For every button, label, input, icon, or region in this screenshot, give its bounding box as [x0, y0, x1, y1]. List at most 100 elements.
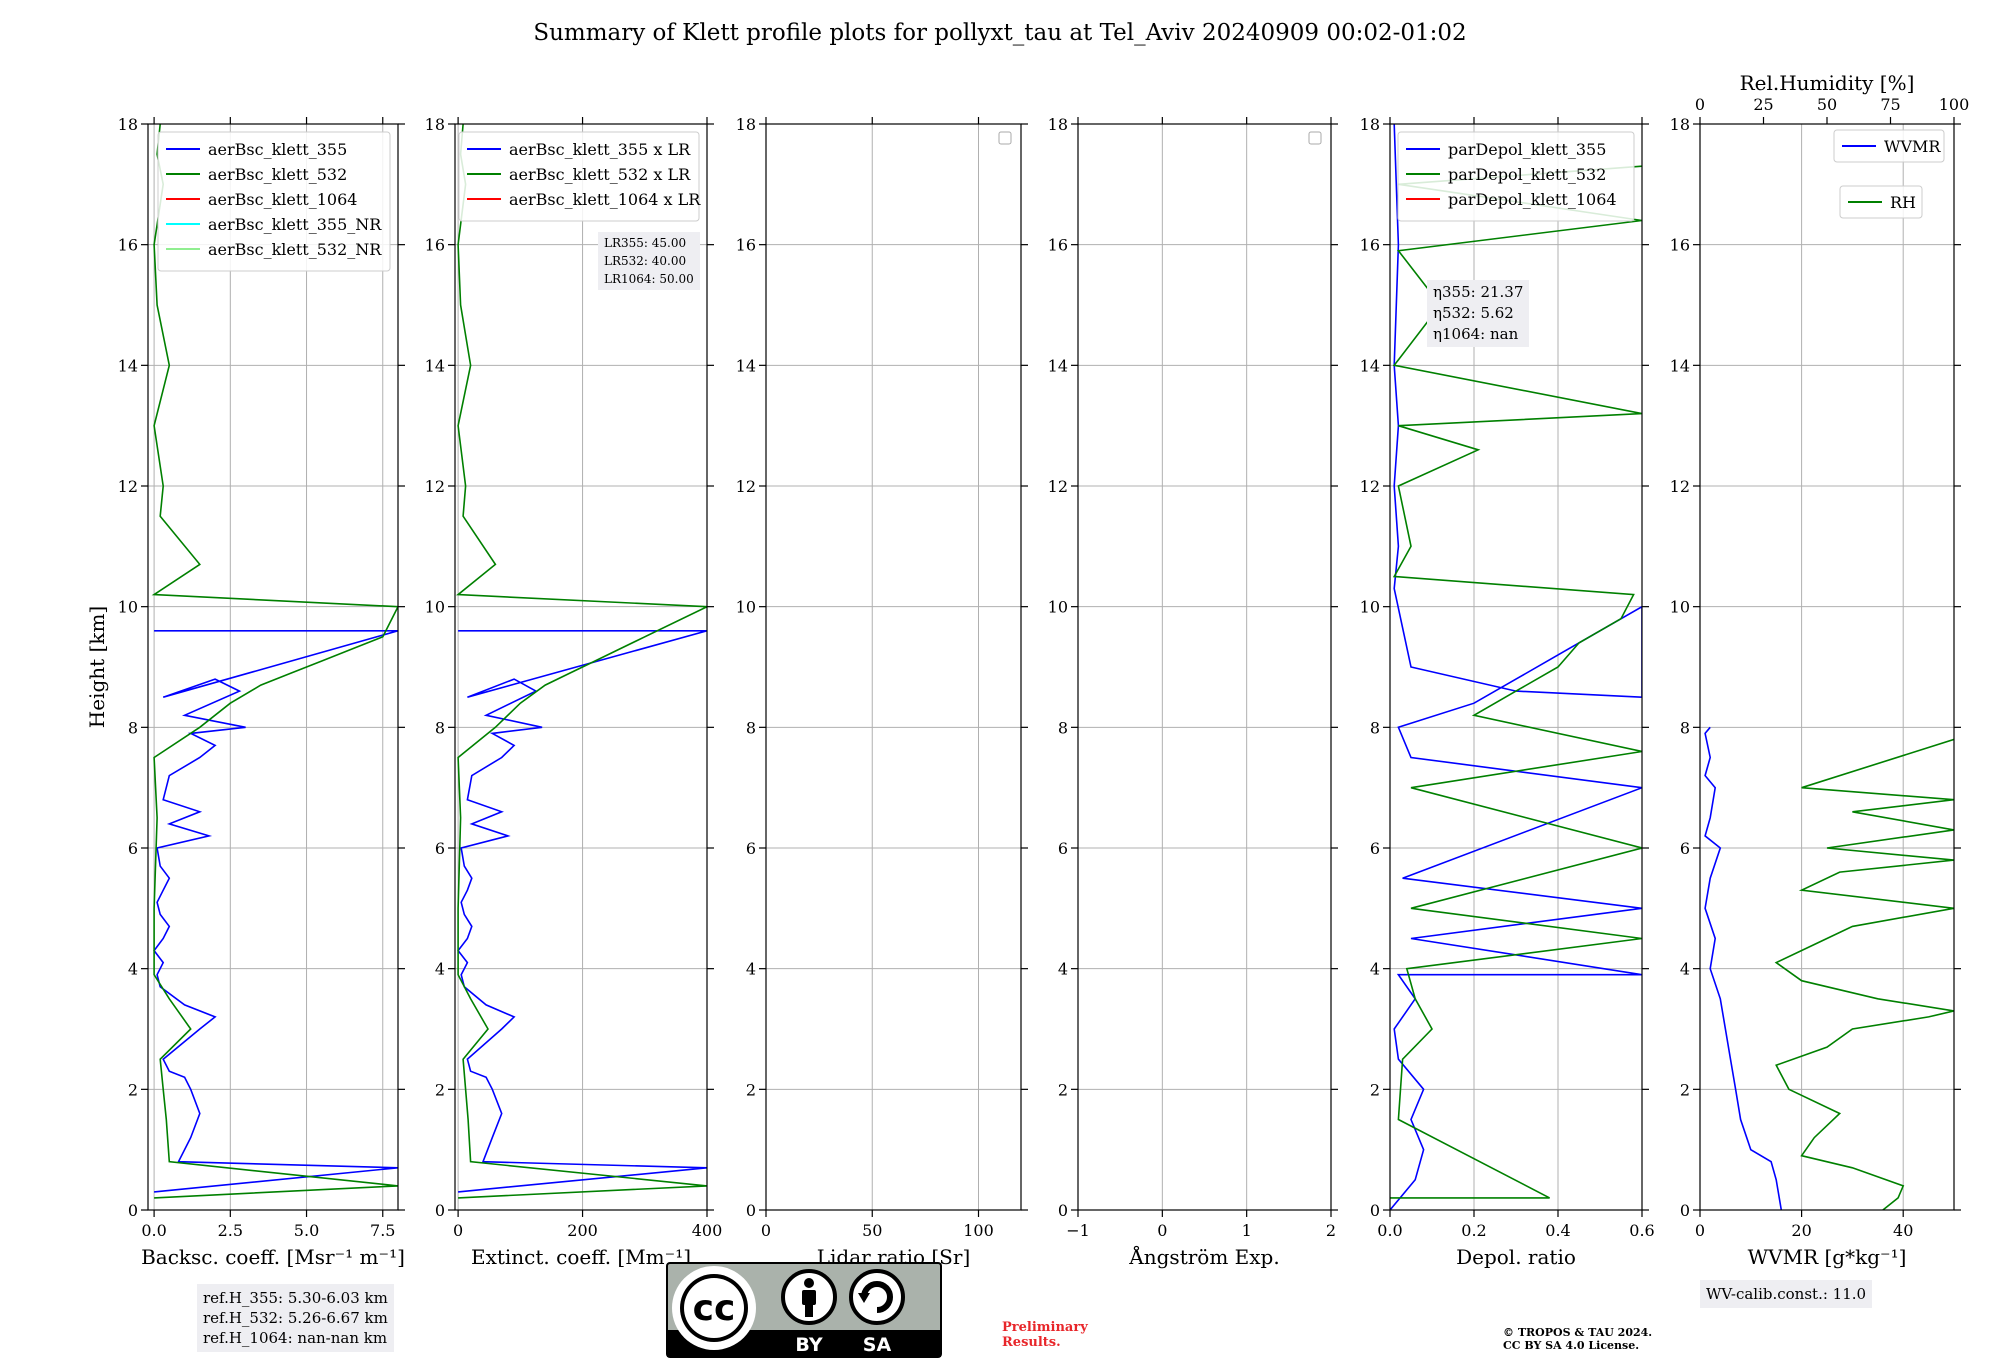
refh-1064: ref.H_1064: nan-nan km [203, 1329, 388, 1347]
top-x-tick-label: 25 [1753, 95, 1773, 114]
x-tick-label: 0.2 [1461, 1221, 1486, 1240]
y-tick-label: 0 [128, 1201, 138, 1220]
y-tick-label: 0 [1680, 1201, 1690, 1220]
legend-label: aerBsc_klett_1064 [208, 190, 357, 209]
y-tick-label: 8 [1680, 718, 1690, 737]
y-tick-label: 16 [1360, 236, 1380, 255]
cc-by-sa-logo: cc BY SA [666, 1262, 942, 1358]
y-tick-label: 16 [118, 236, 138, 255]
x-axis-label: Depol. ratio [1456, 1245, 1576, 1269]
wv-calibration-box: WV-calib.const.: 11.0 [1700, 1280, 1873, 1308]
cc-logo-text: cc [693, 1288, 736, 1329]
refh-355: ref.H_355: 5.30-6.03 km [203, 1289, 388, 1307]
top-x-tick-label: 75 [1880, 95, 1900, 114]
y-tick-label: 14 [118, 356, 138, 375]
by-icon [781, 1269, 837, 1325]
y-tick-label: 8 [128, 718, 138, 737]
y-tick-label: 12 [425, 477, 445, 496]
x-axis-label: WVMR [g*kg⁻¹] [1748, 1245, 1907, 1269]
x-tick-label: 1 [1242, 1221, 1252, 1240]
y-tick-label: 12 [1360, 477, 1380, 496]
axes-frame [454, 123, 708, 1211]
y-tick-label: 4 [435, 960, 445, 979]
legend-label: aerBsc_klett_532 [208, 165, 347, 184]
empty-legend-marker [998, 131, 1012, 145]
lr-1064: LR1064: 50.00 [604, 272, 694, 286]
legend-label: aerBsc_klett_532_NR [208, 240, 382, 259]
y-tick-label: 18 [118, 115, 138, 134]
y-tick-label: 10 [425, 598, 445, 617]
y-tick-label: 12 [118, 477, 138, 496]
x-tick-label: 0 [1157, 1221, 1167, 1240]
x-axis-label: Extinct. coeff. [Mm⁻¹] [471, 1245, 691, 1269]
x-tick-label: 0.4 [1545, 1221, 1570, 1240]
y-tick-label: 10 [1670, 598, 1690, 617]
y-tick-label: 18 [1048, 115, 1068, 134]
top-x-tick-label: 100 [1939, 95, 1970, 114]
y-tick-label: 8 [1370, 718, 1380, 737]
series-group [1704, 726, 1954, 1210]
y-tick-label: 0 [1370, 1201, 1380, 1220]
y-tick-label: 6 [1058, 839, 1068, 858]
series-line-aerBsc_klett_532 x LR [455, 124, 707, 1199]
series-line-aerBsc_klett_532 [151, 124, 398, 1199]
x-tick-label: 0 [453, 1221, 463, 1240]
lr-532: LR532: 40.00 [604, 254, 687, 268]
y-tick-label: 2 [128, 1080, 138, 1099]
x-tick-label: 400 [692, 1221, 723, 1240]
legend-frame [1833, 129, 1945, 163]
y-tick-label: 4 [1370, 960, 1380, 979]
series-line-aerBsc_klett_355 x LR [457, 629, 707, 1193]
top-x-axis-label: Rel.Humidity [%] [1740, 71, 1915, 95]
legend-label: aerBsc_klett_1064 x LR [509, 190, 701, 209]
y-axis-label: Height [km] [85, 606, 109, 728]
y-tick-label: 18 [1360, 115, 1380, 134]
y-tick-label: 18 [425, 115, 445, 134]
y-tick-label: 16 [736, 236, 756, 255]
panel-backscatter: 0 2 4 6 8 10 12 14 16 18 0.0 2.5 5.0 7.5 Backsc. coeff… [118, 115, 405, 1269]
y-tick-label: 16 [1670, 236, 1690, 255]
figure-title: Summary of Klett profile plots for polly… [533, 20, 1467, 46]
x-tick-label: 50 [862, 1221, 882, 1240]
x-tick-label: 5.0 [294, 1221, 319, 1240]
x-tick-label: 100 [963, 1221, 994, 1240]
legend-frame [458, 131, 700, 222]
empty-legend-marker [1308, 131, 1322, 145]
x-axis-label: Backsc. coeff. [Msr⁻¹ m⁻¹] [141, 1245, 405, 1269]
y-tick-label: 10 [1360, 598, 1380, 617]
eta-532: η532: 5.62 [1433, 304, 1514, 322]
y-tick-label: 14 [736, 356, 756, 375]
by-label: BY [795, 1334, 822, 1356]
series-group [151, 124, 398, 1199]
eta-box: η355: 21.37 η532: 5.62 η1064: nan [1427, 280, 1530, 347]
legend-label: parDepol_klett_355 [1448, 140, 1606, 159]
x-tick-label: 0 [1695, 1221, 1705, 1240]
preliminary-line-2: Results. [1002, 1335, 1061, 1350]
eta-1064: η1064: nan [1433, 325, 1519, 343]
top-x-tick-label: 0 [1695, 95, 1705, 114]
legend-frame [157, 131, 391, 272]
y-tick-label: 18 [736, 115, 756, 134]
x-tick-label: −1 [1066, 1221, 1090, 1240]
reference-height-box: ref.H_355: 5.30-6.03 km ref.H_532: 5.26-… [197, 1284, 394, 1352]
y-tick-label: 18 [1670, 115, 1690, 134]
y-tick-label: 6 [435, 839, 445, 858]
x-tick-label: 200 [567, 1221, 598, 1240]
y-tick-label: 0 [1058, 1201, 1068, 1220]
y-tick-label: 16 [1048, 236, 1068, 255]
preliminary-line-1: Preliminary [1002, 1320, 1088, 1335]
y-tick-label: 2 [746, 1080, 756, 1099]
legend-WVMR: WVMR [1833, 129, 1945, 163]
x-tick-label: 0 [761, 1221, 771, 1240]
y-tick-label: 4 [1058, 960, 1068, 979]
series-group [1390, 124, 1642, 1210]
y-tick-label: 4 [746, 960, 756, 979]
y-tick-label: 12 [736, 477, 756, 496]
panel-wvmr: 0 2 4 6 8 10 12 14 16 18 0 20 40 WVMR [g*kg⁻¹] 0 25 50 75… [1670, 71, 1970, 1269]
y-tick-label: 4 [1680, 960, 1690, 979]
y-tick-label: 14 [1670, 356, 1690, 375]
x-tick-label: 0.6 [1629, 1221, 1654, 1240]
